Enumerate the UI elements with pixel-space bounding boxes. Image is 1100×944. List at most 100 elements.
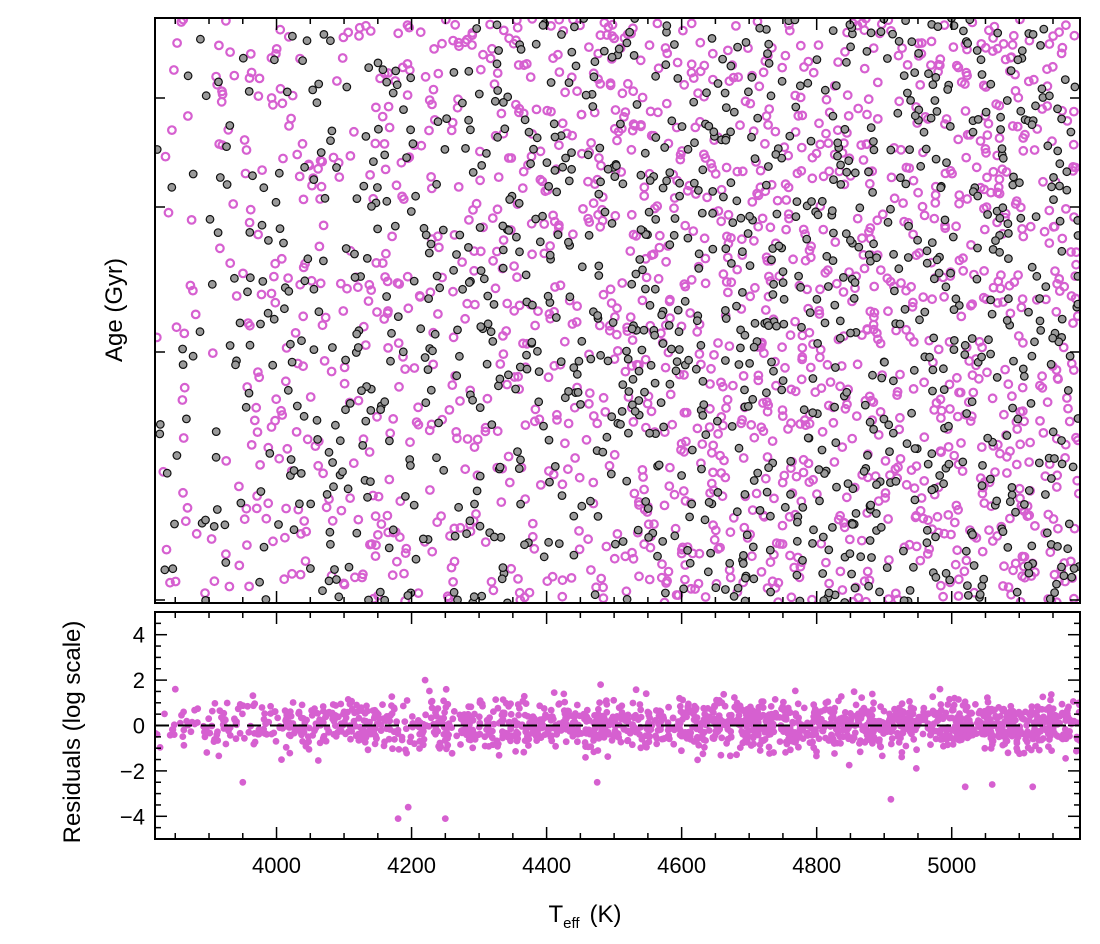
filled-circle-point	[818, 569, 828, 578]
open-circle-point	[170, 576, 181, 587]
filled-circle-point	[901, 179, 911, 189]
residual-point	[578, 730, 585, 737]
residual-point	[886, 725, 894, 733]
open-circle-point	[700, 153, 711, 163]
filled-circle-point	[840, 124, 850, 134]
open-circle-point	[777, 342, 787, 353]
open-circle-point	[557, 118, 568, 129]
open-circle-point	[662, 48, 673, 59]
open-circle-point	[815, 284, 825, 295]
filled-circle-point	[341, 244, 351, 253]
open-circle-point	[1029, 521, 1040, 531]
open-circle-point	[738, 371, 749, 381]
filled-circle-point	[893, 108, 903, 118]
open-circle-point	[956, 438, 966, 448]
open-circle-point	[560, 438, 570, 449]
filled-circle-point	[1048, 427, 1058, 437]
x-tick-label: 5000	[927, 853, 976, 878]
open-circle-point	[976, 442, 987, 453]
open-circle-point	[1039, 226, 1050, 237]
bottom-ylabel: Residuals (log scale)	[59, 621, 86, 844]
open-circle-point	[999, 561, 1009, 572]
filled-circle-point	[284, 286, 294, 296]
filled-circle-point	[868, 370, 877, 380]
open-circle-point	[470, 299, 480, 310]
filled-circle-point	[805, 308, 815, 318]
filled-circle-point	[972, 46, 982, 55]
residual-point	[287, 732, 294, 740]
filled-circle-point	[764, 39, 774, 49]
open-circle-point	[424, 425, 435, 436]
filled-circle-point	[1027, 262, 1037, 272]
filled-circle-point	[209, 522, 219, 531]
open-circle-point	[433, 68, 444, 79]
top-ylabel: Age (Gyr)	[101, 258, 128, 362]
open-circle-point	[557, 591, 568, 602]
residual-point	[679, 709, 687, 717]
open-circle-point	[578, 203, 588, 214]
filled-circle-point	[831, 81, 841, 90]
filled-circle-point	[1005, 497, 1015, 507]
open-circle-point	[1037, 371, 1047, 382]
filled-circle-point	[674, 345, 684, 354]
filled-circle-point	[872, 480, 881, 490]
open-circle-point	[927, 294, 937, 305]
open-circle-point	[933, 344, 944, 355]
open-circle-point	[630, 120, 640, 131]
filled-circle-point	[846, 42, 855, 52]
filled-circle-point	[949, 345, 959, 355]
open-circle-point	[979, 266, 989, 276]
open-circle-point	[504, 33, 515, 44]
filled-circle-point	[274, 520, 283, 529]
filled-circle-point	[403, 591, 413, 600]
filled-circle-point	[1055, 216, 1065, 226]
residual-point	[913, 746, 920, 754]
open-circle-point	[709, 350, 719, 360]
filled-circle-point	[494, 46, 504, 55]
residual-point	[810, 717, 818, 725]
open-circle-point	[320, 312, 331, 323]
filled-circle-point	[243, 287, 252, 297]
filled-circle-point	[765, 545, 775, 555]
residual-point	[156, 744, 164, 751]
residual-point	[926, 726, 934, 733]
filled-circle-point	[610, 172, 620, 182]
residual-point	[255, 726, 263, 733]
filled-circle-point	[269, 314, 279, 324]
x-tick-label: 4400	[522, 853, 571, 878]
open-circle-point	[982, 172, 992, 183]
open-circle-point	[612, 303, 622, 314]
residual-point	[428, 697, 436, 705]
residual-point	[936, 685, 944, 693]
residual-point	[944, 741, 951, 749]
residual-point	[442, 703, 450, 711]
residual-point	[782, 749, 789, 756]
filled-circle-point	[846, 235, 855, 245]
filled-circle-point	[698, 165, 708, 175]
filled-circle-point	[992, 373, 1002, 382]
open-circle-point	[372, 411, 382, 422]
filled-circle-point	[761, 180, 771, 190]
filled-circle-point	[698, 411, 708, 420]
residual-point	[580, 710, 588, 718]
residual-point	[697, 726, 704, 734]
filled-circle-point	[850, 583, 860, 593]
filled-circle-point	[524, 127, 534, 137]
open-circle-point	[574, 472, 585, 483]
residual-point	[874, 718, 881, 726]
residual-point	[570, 713, 578, 721]
residual-point	[194, 705, 202, 713]
open-circle-point	[382, 308, 393, 319]
open-circle-point	[280, 532, 290, 543]
filled-circle-point	[1057, 314, 1067, 324]
filled-circle-point	[595, 143, 605, 153]
open-circle-point	[710, 525, 721, 536]
open-circle-point	[960, 106, 971, 116]
filled-circle-point	[470, 499, 479, 509]
filled-circle-point	[879, 414, 889, 424]
filled-circle-point	[498, 245, 508, 255]
residual-point	[241, 734, 248, 742]
open-circle-point	[781, 195, 792, 205]
residual-point	[981, 730, 988, 738]
open-circle-point	[902, 60, 913, 70]
